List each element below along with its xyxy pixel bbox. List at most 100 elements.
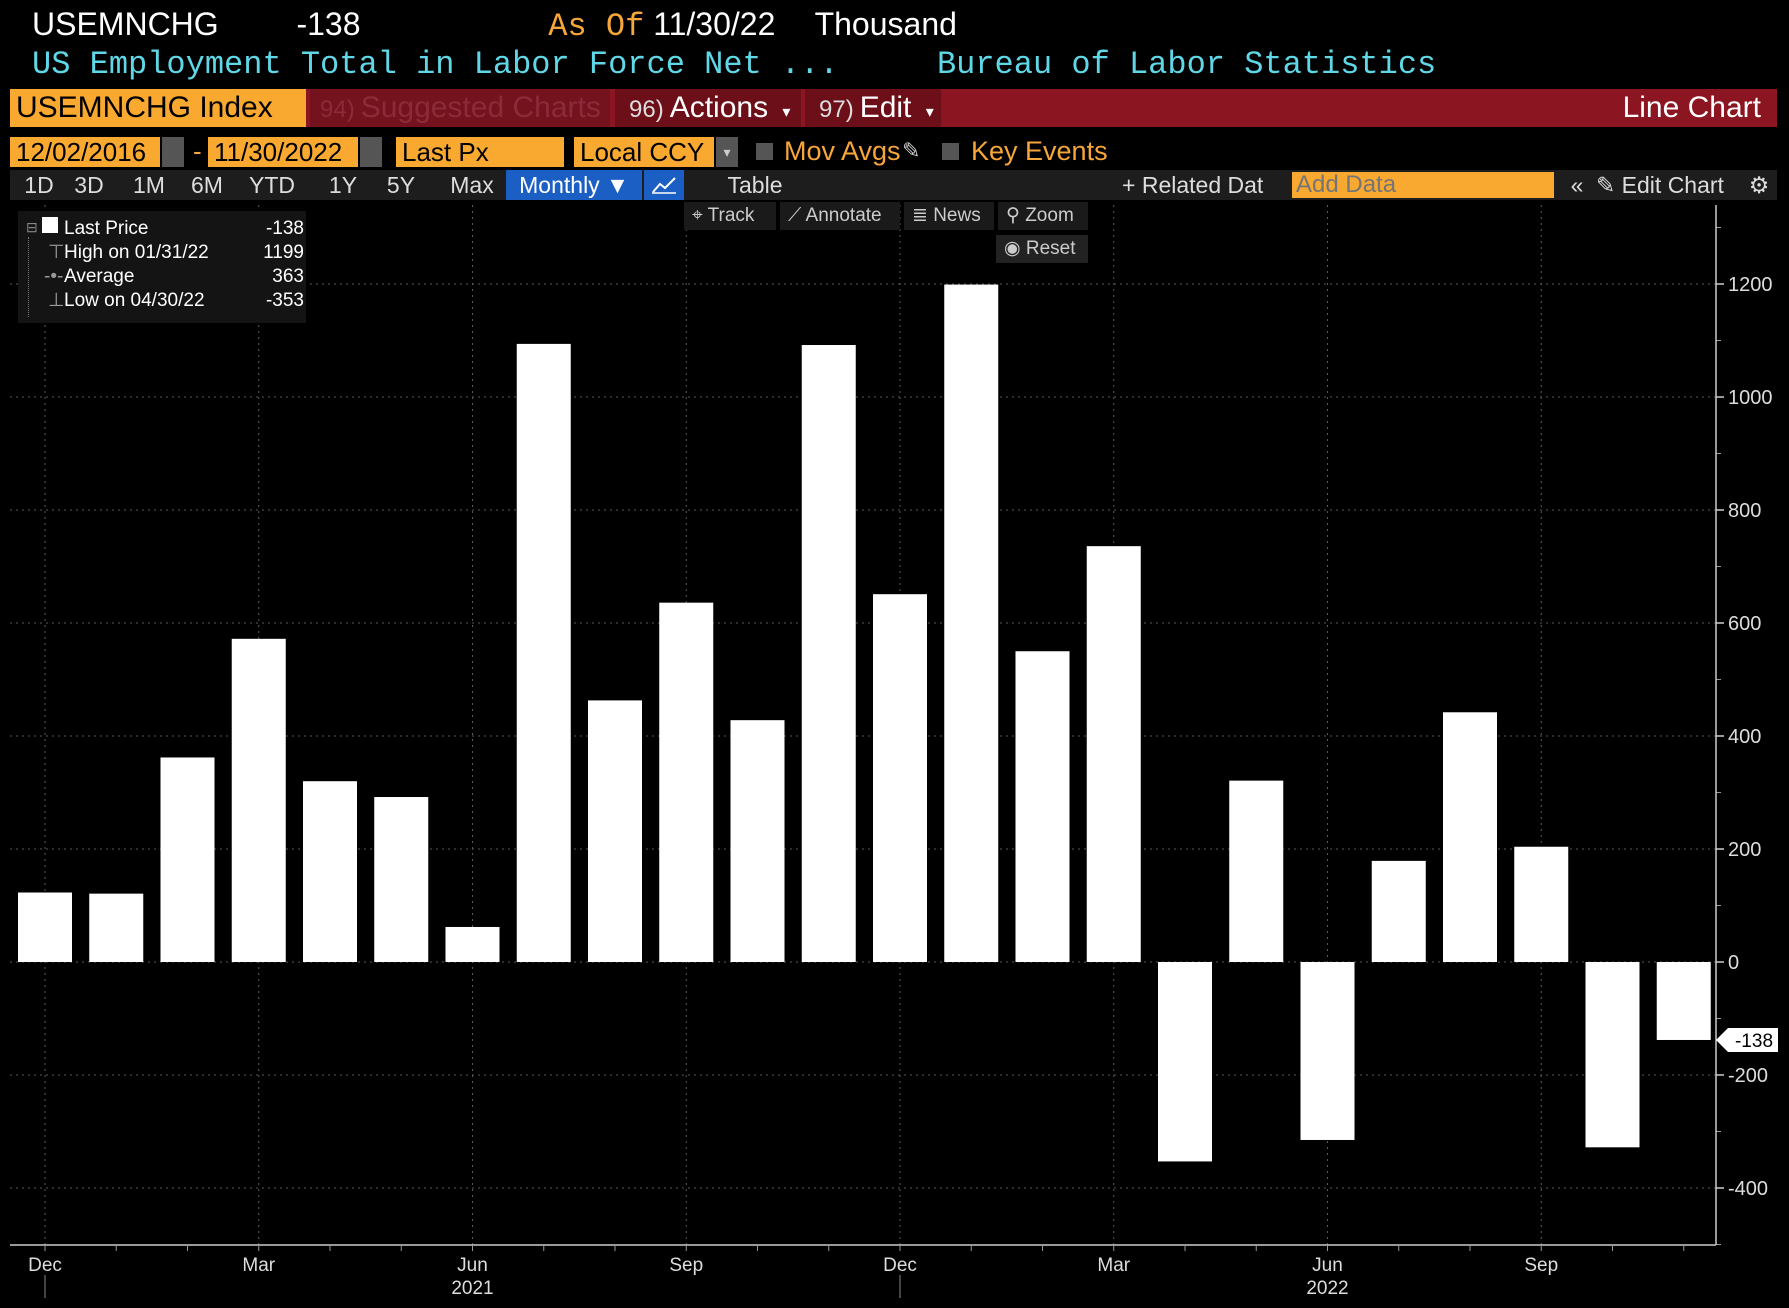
edit-chart-button[interactable]: ✎ Edit Chart — [1596, 170, 1736, 200]
reset-icon: ◉ — [1004, 238, 1021, 259]
legend-last-value: -138 — [265, 218, 304, 239]
legend-high-label: High on 01/31/22 — [64, 242, 209, 263]
ticker-symbol: USEMNCHG — [32, 6, 219, 42]
x-tick-label: Mar — [242, 1255, 275, 1276]
bar — [1656, 962, 1711, 1040]
key-events-checkbox[interactable] — [942, 143, 959, 160]
series-description: US Employment Total in Labor Force Net .… — [32, 46, 839, 83]
crosshair-icon: ⌖ — [692, 205, 703, 226]
security-field[interactable]: USEMNCHG Index — [10, 89, 306, 127]
bar-series — [18, 284, 1711, 1162]
table-button[interactable]: Table — [727, 172, 783, 198]
annotate-icon: ⟋ — [788, 205, 802, 226]
range-toolbar: 1D 3D 1M 6M YTD 1Y 5Y Max Monthly ▼ Tabl… — [10, 170, 1777, 200]
news-label: News — [933, 205, 981, 226]
bar — [1158, 962, 1212, 1162]
bar — [1443, 712, 1497, 962]
range-1m[interactable]: 1M — [133, 172, 165, 198]
gear-icon[interactable]: ⚙ — [1748, 172, 1770, 198]
range-6m[interactable]: 6M — [191, 172, 223, 198]
y-tick-label: 1000 — [1728, 387, 1773, 409]
calendar-icon[interactable] — [162, 137, 184, 167]
y-tick-label: 800 — [1728, 500, 1761, 522]
range-ytd[interactable]: YTD — [249, 172, 295, 198]
x-tick-label: Mar — [1097, 1255, 1130, 1276]
year-label: 2022 — [1306, 1278, 1348, 1299]
related-data-button[interactable]: + Related Dat — [1122, 170, 1282, 200]
bar — [944, 284, 999, 962]
actions-label: Actions — [669, 91, 769, 124]
bar — [588, 700, 642, 962]
bar — [516, 343, 571, 962]
key-events-label: Key Events — [971, 136, 1108, 166]
track-label: Track — [707, 205, 755, 226]
bar — [1514, 846, 1569, 962]
chart-type-label: Line Chart — [1622, 91, 1761, 124]
x-tick-label: Sep — [1524, 1255, 1558, 1276]
related-data-label: Related Dat — [1141, 172, 1264, 198]
collapse-icon[interactable]: « — [1570, 172, 1584, 198]
zoom-button[interactable]: ⚲ Zoom — [998, 202, 1088, 230]
legend: ⊟ Last Price -138 ⊤ High on 01/31/22 119… — [18, 211, 306, 323]
bar — [89, 893, 144, 962]
pencil-icon: ✎ — [1596, 172, 1616, 198]
legend-high-value: 1199 — [263, 242, 304, 263]
legend-avg-label: Average — [64, 266, 135, 287]
bar — [303, 781, 357, 962]
mov-avgs-label: Mov Avgs — [784, 136, 901, 166]
mov-avgs-checkbox[interactable] — [756, 143, 773, 160]
legend-avg-value: 363 — [272, 266, 304, 287]
track-button[interactable]: ⌖ Track — [684, 202, 776, 230]
add-data-input[interactable] — [1292, 172, 1554, 198]
reset-label: Reset — [1025, 238, 1076, 259]
triangle-down-icon: ▼ — [606, 172, 629, 198]
last-value-label: -138 — [1735, 1031, 1773, 1052]
chevron-down-icon: ▾ — [925, 104, 934, 121]
x-tick-label: Jun — [1312, 1255, 1343, 1276]
suggested-charts-button[interactable]: 94) Suggested Charts — [310, 89, 610, 127]
pencil-icon[interactable]: ✎ — [902, 138, 921, 163]
x-tick-label: Dec — [883, 1255, 917, 1276]
data-source: Bureau of Labor Statistics — [936, 46, 1437, 83]
edit-menu-button[interactable]: 97) Edit ▾ — [805, 89, 941, 127]
range-1y[interactable]: 1Y — [328, 172, 358, 198]
year-label: 2021 — [451, 1278, 493, 1299]
end-date-field[interactable]: 11/30/2022 — [208, 137, 358, 167]
series-swatch — [42, 217, 58, 233]
range-1d[interactable]: 1D — [24, 172, 54, 198]
suggested-num: 94) — [320, 96, 355, 123]
collapse-box-icon[interactable]: ⊟ — [26, 219, 38, 235]
annotate-button[interactable]: ⟋ Annotate — [780, 202, 900, 230]
y-tick-label: 400 — [1728, 726, 1761, 748]
edit-label: Edit — [859, 91, 912, 124]
actions-menu-button[interactable]: 96) Actions ▾ — [615, 89, 801, 127]
x-tick-label: Sep — [669, 1255, 703, 1276]
plus-icon: + — [1122, 172, 1136, 198]
legend-low: ⊥ Low on 04/30/22 -353 — [48, 289, 314, 313]
header-line: USEMNCHG -138 As Of 11/30/22 Thousand — [32, 6, 957, 45]
range-3d[interactable]: 3D — [74, 172, 104, 198]
edit-chart-label: Edit Chart — [1621, 172, 1724, 198]
as-of-date: 11/30/22 — [653, 6, 776, 42]
annotate-label: Annotate — [805, 205, 882, 226]
calendar-icon[interactable] — [360, 137, 382, 167]
reset-button[interactable]: ◉ Reset — [996, 235, 1088, 263]
periodicity-select[interactable]: Monthly ▼ — [506, 170, 642, 200]
bar — [1015, 651, 1070, 962]
range-max[interactable]: Max — [450, 172, 494, 198]
line-chart-icon[interactable] — [644, 170, 684, 200]
range-5y[interactable]: 5Y — [386, 172, 416, 198]
news-button[interactable]: ≣ News — [904, 202, 994, 230]
bar — [18, 892, 72, 962]
y-tick-label: 200 — [1728, 839, 1761, 861]
y-tick-label: 1200 — [1728, 274, 1773, 296]
bar — [801, 345, 856, 962]
chevron-down-icon[interactable]: ▾ — [716, 137, 738, 167]
legend-high: ⊤ High on 01/31/22 1199 — [48, 241, 314, 265]
y-tick-label: -400 — [1728, 1178, 1768, 1200]
price-field-select[interactable]: Last Px — [396, 137, 564, 167]
start-date-field[interactable]: 12/02/2016 — [10, 137, 160, 167]
units-label: Thousand — [814, 6, 957, 42]
currency-select[interactable]: Local CCY — [574, 137, 714, 167]
bar — [160, 757, 215, 962]
